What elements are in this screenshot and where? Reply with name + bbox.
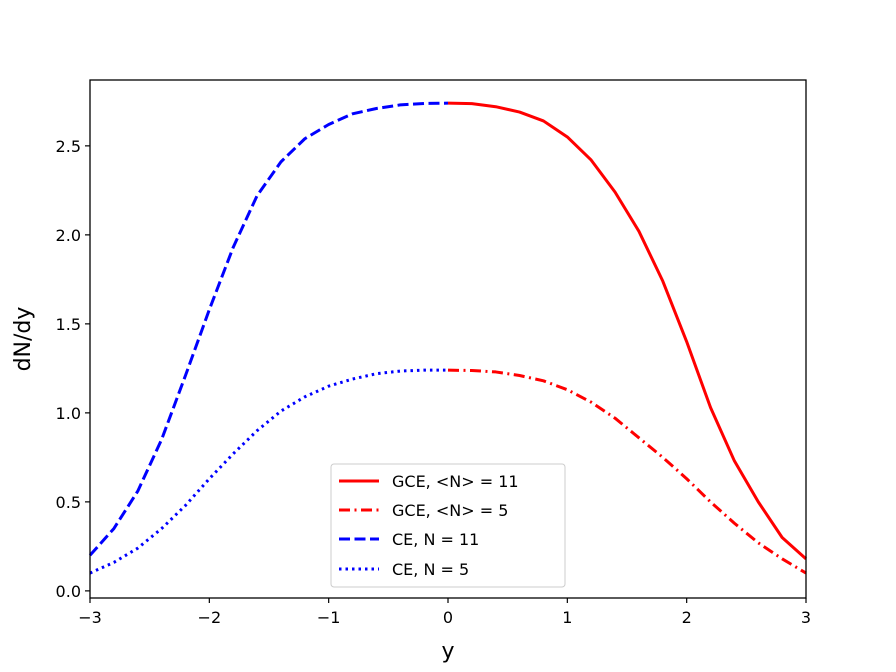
series-line-3 <box>88 101 449 557</box>
y-tick-label: 2.5 <box>56 137 81 156</box>
series-line-2 <box>447 368 807 575</box>
legend-label: GCE, <N> = 5 <box>392 501 508 520</box>
y-axis-ticks: 0.0 0.5 1.0 1.5 2.0 2.5 <box>56 137 90 601</box>
y-axis-label: dN/dy <box>11 307 36 372</box>
y-tick-label: 0.5 <box>56 493 81 512</box>
x-tick-label: −2 <box>198 608 222 627</box>
x-axis-ticks: −3 −2 −1 0 1 2 3 <box>78 598 811 627</box>
x-tick-label: 2 <box>682 608 692 627</box>
x-tick-label: −3 <box>78 608 102 627</box>
y-tick-label: 2.0 <box>56 226 81 245</box>
x-tick-label: 1 <box>562 608 572 627</box>
y-tick-label: 0.0 <box>56 582 81 601</box>
legend-label: GCE, <N> = 11 <box>392 472 519 491</box>
legend: GCE, <N> = 11 GCE, <N> = 5 CE, N = 11 CE, N… <box>330 463 566 588</box>
x-axis-label: y <box>441 639 454 664</box>
legend-box <box>330 463 566 588</box>
x-tick-label: −1 <box>317 608 341 627</box>
series-line-1 <box>447 101 808 560</box>
y-tick-label: 1.0 <box>56 404 81 423</box>
series-lines <box>88 101 808 575</box>
legend-label: CE, N = 5 <box>392 560 469 579</box>
y-tick-label: 1.5 <box>56 315 81 334</box>
x-tick-label: 3 <box>801 608 811 627</box>
x-tick-label: 0 <box>443 608 453 627</box>
legend-label: CE, N = 11 <box>392 530 479 549</box>
